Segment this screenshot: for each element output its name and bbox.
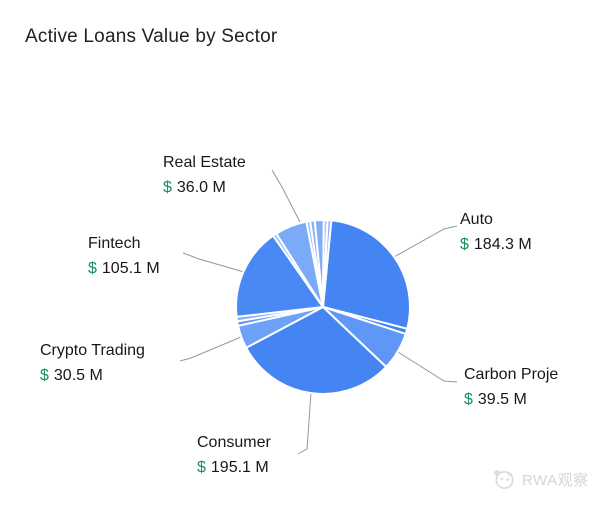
sector-name: Carbon Proje (464, 366, 559, 383)
label-auto: Auto $184.3 M (460, 207, 532, 257)
leader-lines (179, 169, 458, 455)
pie-slice-other-14[interactable] (322, 219, 333, 308)
dollar-sign: $ (464, 391, 473, 408)
leader-line-real-estate (271, 169, 304, 229)
label-carbon-proje: Carbon Proje $39.5 M (464, 362, 558, 412)
label-consumer: Consumer $195.1 M (197, 430, 271, 480)
label-real-estate: Real Estate $36.0 M (163, 150, 246, 200)
leader-line-consumer (297, 392, 312, 455)
sector-value: $36.0 M (163, 179, 226, 196)
sector-name: Fintech (88, 235, 141, 252)
label-crypto-trading: Crypto Trading $30.5 M (40, 338, 145, 388)
pie-slices (235, 218, 411, 395)
panda-logo-icon (494, 470, 514, 489)
dollar-sign: $ (40, 367, 49, 384)
sector-value: $105.1 M (88, 260, 160, 277)
sector-name: Real Estate (163, 154, 246, 171)
leader-line-fintech (182, 252, 245, 273)
sector-value: $39.5 M (464, 391, 527, 408)
leader-line-crypto-trading (179, 336, 242, 362)
dollar-sign: $ (460, 236, 469, 253)
dollar-sign: $ (197, 459, 206, 476)
sector-name: Crypto Trading (40, 342, 145, 359)
label-fintech: Fintech $105.1 M (88, 231, 160, 281)
watermark: RWA观察 (491, 466, 589, 492)
dollar-sign: $ (163, 179, 172, 196)
sector-value: $184.3 M (460, 236, 532, 253)
dollar-sign: $ (88, 260, 97, 277)
sector-name: Consumer (197, 434, 271, 451)
watermark-text: RWA观察 (522, 471, 589, 489)
leader-line-auto (393, 225, 458, 258)
leader-line-carbon-proje (397, 351, 458, 383)
pie-slice-auto[interactable] (322, 219, 411, 330)
pie-slice-consumer[interactable] (245, 306, 388, 395)
sector-name: Auto (460, 211, 493, 228)
sector-value: $195.1 M (197, 459, 269, 476)
chart-title: Active Loans Value by Sector (25, 26, 278, 47)
pie-slice-fintech[interactable] (235, 234, 324, 318)
sector-value: $30.5 M (40, 367, 103, 384)
